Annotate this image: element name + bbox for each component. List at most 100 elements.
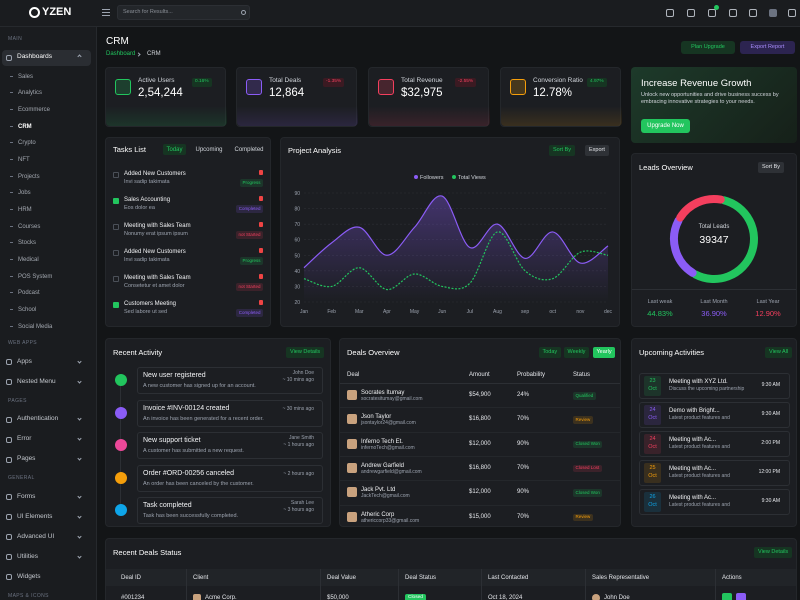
avatar (347, 390, 357, 400)
legend-label: Followers (420, 175, 444, 181)
task-checkbox[interactable] (113, 276, 119, 282)
nav-subitem[interactable]: CRM (18, 123, 32, 130)
task-tab[interactable]: Today (163, 144, 187, 155)
view-details-button[interactable]: View Details (754, 547, 793, 558)
task-delete[interactable] (259, 300, 263, 305)
divider (340, 383, 620, 384)
topbar-icon[interactable] (666, 9, 674, 17)
period-tab[interactable]: Weekly (564, 347, 589, 358)
task-status: Completed (236, 309, 263, 317)
lead-stat-value: 44.83% (647, 309, 673, 318)
plan-upgrade-button[interactable]: Plan Upgrade (681, 41, 735, 54)
stat-label: Active Users (138, 77, 175, 84)
view-all-button[interactable]: View All (765, 347, 793, 358)
topbar-icon[interactable] (687, 9, 695, 17)
topbar-icon[interactable] (749, 9, 757, 17)
task-delete[interactable] (259, 274, 263, 279)
nav-subitem[interactable]: HRM (18, 206, 32, 213)
activity-icon (115, 439, 127, 451)
y-tick-label: 30 (294, 284, 300, 290)
nav-subitem[interactable]: Courses (18, 223, 41, 230)
task-checkbox[interactable] (113, 224, 119, 230)
nav-item[interactable]: Authentication (17, 415, 59, 423)
nav-item[interactable]: Error (17, 435, 32, 443)
topbar-icon[interactable] (708, 9, 716, 17)
activity-box (137, 367, 323, 394)
stat-change: -2.55% (455, 78, 477, 87)
nav-item[interactable]: Utilities (17, 552, 38, 560)
task-tab[interactable]: Completed (234, 146, 264, 153)
task-tab[interactable]: Upcoming (195, 146, 223, 153)
stat-card: Active Users 2,54,244 0.16% (105, 67, 227, 127)
nav-item[interactable]: Pages (17, 455, 36, 463)
event-text: Discuss the upcoming partnership (669, 386, 745, 392)
action-button[interactable] (736, 593, 746, 600)
column-divider (320, 569, 321, 600)
nav-item[interactable]: Apps (17, 357, 32, 365)
nav-item[interactable]: Advanced UI (17, 532, 55, 540)
task-subtitle: Invi sadip takimata (124, 179, 170, 185)
breadcrumb-link[interactable]: Dashboard (106, 51, 136, 57)
stat-wave (369, 106, 490, 126)
task-delete[interactable] (259, 248, 263, 253)
view-details-button[interactable]: View Details (286, 347, 325, 358)
nav-bullet (10, 225, 13, 227)
topbar-icon[interactable] (788, 9, 796, 17)
task-delete[interactable] (259, 170, 263, 175)
nav-item[interactable]: Forms (17, 492, 36, 500)
task-delete[interactable] (259, 222, 263, 227)
nav-subitem[interactable]: Jobs (18, 190, 31, 197)
nav-subitem[interactable]: NFT (18, 156, 30, 163)
table-header: Actions (722, 575, 742, 581)
nav-item[interactable]: UI Elements (17, 512, 53, 520)
sort-button[interactable]: Sort By (549, 145, 576, 156)
export-button[interactable]: Export (585, 145, 609, 156)
stat-icon (246, 79, 262, 95)
period-tab[interactable]: Yearly (593, 347, 616, 358)
nav-bullet (10, 92, 13, 94)
nav-subitem[interactable]: POS System (18, 273, 53, 280)
sort-button[interactable]: Sort By (758, 162, 785, 173)
action-button[interactable] (722, 593, 732, 600)
card-title: Project Analysis (288, 146, 341, 155)
deal-probability: 70% (517, 416, 530, 423)
event-box (639, 489, 790, 515)
nav-subitem[interactable]: School (18, 306, 37, 313)
topbar-icon[interactable] (769, 9, 777, 17)
nav-item[interactable]: Dashboards (17, 53, 53, 60)
nav-subitem[interactable]: Analytics (18, 90, 43, 97)
x-tick-label: May (410, 309, 420, 315)
topbar-icon[interactable] (729, 9, 737, 17)
task-checkbox[interactable] (113, 172, 119, 178)
avatar (347, 438, 357, 449)
nav-subitem[interactable]: Ecommerce (18, 106, 51, 113)
period-tab[interactable]: Today (539, 347, 561, 358)
task-checkbox[interactable] (113, 198, 119, 204)
export-report-button[interactable]: Export Report (740, 41, 795, 54)
nav-item[interactable]: Widgets (17, 572, 41, 580)
donut-center-value: 39347 (699, 234, 728, 246)
deal-name: Json Taylor (361, 414, 392, 421)
nav-subitem[interactable]: Social Media (18, 323, 53, 330)
search-box[interactable]: Search for Results... (117, 5, 250, 20)
nav-subitem[interactable]: Sales (18, 73, 34, 80)
leads-overview-card: Leads Overview Sort By Total Leads 39347 Las… (631, 153, 797, 327)
task-checkbox[interactable] (113, 302, 119, 308)
project-analysis-card: Project Analysis Sort By Export 20 30 40 50 60 7… (280, 137, 620, 327)
deal-name: Jack Pvt. Ltd (361, 487, 396, 494)
task-delete[interactable] (259, 196, 263, 201)
activity-time: ~ 10 mins ago (282, 377, 314, 383)
nav-subitem[interactable]: Projects (18, 173, 40, 180)
nav-subitem[interactable]: Crypto (18, 140, 36, 147)
activity-title: New user registered (143, 372, 206, 379)
task-subtitle: Eos dolor ea (124, 205, 155, 211)
nav-subitem[interactable]: Medical (18, 256, 39, 263)
task-checkbox[interactable] (113, 250, 119, 256)
menu-toggle[interactable] (102, 9, 110, 16)
nav-item[interactable]: Nested Menu (17, 377, 56, 385)
promo-button[interactable]: Upgrade Now (641, 119, 690, 133)
rep-avatar (592, 594, 600, 600)
nav-subitem[interactable]: Stocks (18, 240, 37, 247)
nav-subitem[interactable]: Podcast (18, 290, 40, 297)
lead-stat-label: Last Year (756, 299, 780, 305)
